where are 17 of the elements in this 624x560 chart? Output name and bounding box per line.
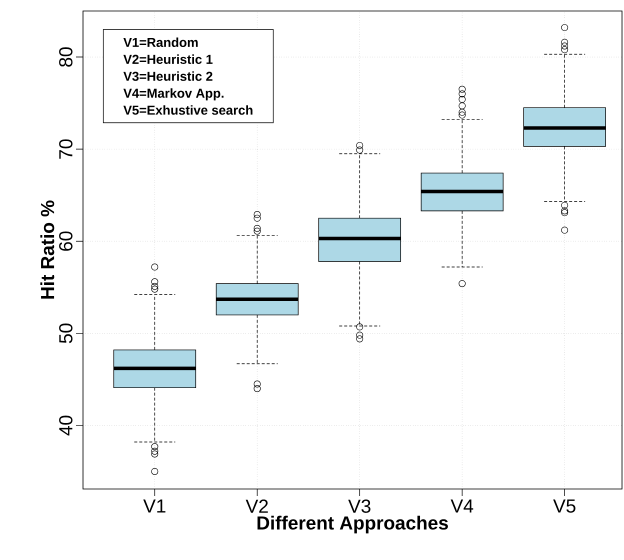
y-axis-title: Hit Ratio %	[40, 200, 54, 299]
x-tick-label: V3	[348, 500, 370, 513]
x-tick-label: V1	[143, 500, 166, 513]
y-tick-label: 80	[59, 47, 72, 67]
annotation: V5=Exhustive search	[123, 105, 252, 115]
x-axis-title: Different Approaches	[258, 516, 448, 534]
x-tick-label: V5	[553, 500, 576, 513]
annotation: V2=Heuristic 1	[123, 54, 213, 64]
y-tick-label: 50	[59, 324, 72, 344]
x-tick-label: V4	[450, 500, 474, 513]
annotation: V3=Heuristic 2	[123, 71, 212, 81]
annotation: V4=Markov App.	[123, 88, 224, 100]
y-tick-label: 70	[59, 139, 72, 159]
annotation: V1=Random	[123, 37, 198, 48]
y-tick-label: 60	[59, 231, 72, 251]
y-tick-label: 40	[59, 416, 72, 436]
x-tick-label: V2	[246, 500, 268, 513]
